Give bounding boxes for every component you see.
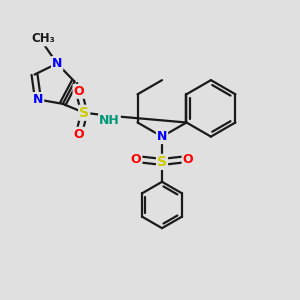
Text: N: N bbox=[157, 130, 167, 143]
Text: S: S bbox=[79, 106, 89, 120]
Text: O: O bbox=[183, 153, 193, 166]
Text: N: N bbox=[52, 57, 62, 70]
Text: NH: NH bbox=[99, 114, 120, 127]
Text: O: O bbox=[131, 153, 142, 166]
Text: N: N bbox=[33, 93, 43, 106]
Text: O: O bbox=[74, 85, 84, 98]
Text: CH₃: CH₃ bbox=[32, 32, 56, 45]
Text: O: O bbox=[74, 128, 84, 141]
Text: S: S bbox=[157, 155, 167, 169]
